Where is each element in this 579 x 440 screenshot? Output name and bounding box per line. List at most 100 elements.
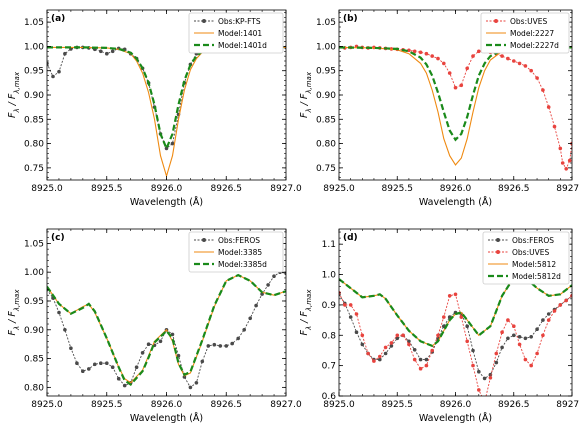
x-axis-label: Wavelength (Å) [419,196,492,208]
data-point [494,351,499,356]
data-point [517,61,522,66]
legend-entry: Obs:KP-FTS [218,17,261,26]
data-point [378,357,382,362]
data-point [200,359,205,364]
data-point [546,312,551,316]
data-point [75,361,79,366]
data-point [182,375,187,379]
data-point [541,88,545,92]
data-point [372,359,376,363]
data-point [418,357,423,362]
data-point [567,158,572,163]
legend: Obs:KP-FTS Model:1401 Model:1401d [188,12,284,54]
data-point [541,333,545,338]
legend-box [480,12,570,54]
legend-entry: Obs:UVES [512,248,549,257]
data-point [506,318,510,322]
series-line-3 [339,273,572,347]
x-tick-label: 8927.0 [270,184,302,194]
data-point [529,335,533,339]
x-tick-label: 8927.0 [556,184,579,194]
legend-box [188,12,284,54]
data-point [418,366,423,371]
data-point [471,54,475,58]
series-group [47,270,286,390]
data-point [158,339,163,344]
panel-label: (c) [51,233,65,243]
data-point [546,318,551,322]
series-line-1 [344,45,572,170]
data-point [63,51,67,56]
data-point [453,85,458,90]
data-point [206,344,211,348]
data-point [523,64,528,68]
x-tick-label: 8925.5 [91,400,123,410]
data-point [188,385,193,390]
data-point [383,345,388,350]
data-point [110,49,115,54]
data-point [523,336,528,341]
data-point [93,362,97,367]
y-tick-label: 0.75 [24,164,44,174]
panel-label: (b) [343,14,358,24]
series-group [339,273,572,404]
data-point [483,400,487,404]
legend-entry: Model:1401d [218,41,267,50]
y-tick-label: 0.75 [316,164,336,174]
y-tick-label: 0.8 [322,331,337,341]
y-tick-label: 1.05 [316,18,336,28]
data-point [254,303,258,308]
y-axis-label: Fλ / Fλ,max [7,71,21,118]
data-point [230,341,234,346]
data-point [453,292,458,297]
legend-box [482,231,570,285]
legend-box [188,231,284,273]
data-point [512,59,516,63]
y-tick-label: 0.90 [24,91,44,101]
series-line-2 [339,292,572,396]
x-tick-label: 8925.5 [91,184,123,194]
x-tick-label: 8926.0 [151,400,183,410]
data-point [442,61,446,66]
data-point [57,310,61,315]
data-point [552,124,557,129]
data-point [535,76,539,80]
data-point [116,376,121,381]
legend-entry: Obs:FEROS [218,236,260,245]
panel-1: 8925.0 8925.5 8926.0 8926.5 8927.0 0.75 0.80 0.… [7,9,302,208]
y-tick-label: 0.90 [24,326,44,336]
y-axis-label: Fλ / Fλ,max [299,71,313,118]
legend-entry: Obs:FEROS [512,236,554,245]
data-point [529,68,533,73]
data-point [389,341,394,345]
data-point [541,318,545,322]
data-point [134,365,139,370]
x-tick-label: 8925.5 [382,184,414,194]
data-point [170,141,175,146]
data-point [242,328,246,332]
x-axis-label: Wavelength (Å) [130,412,203,424]
series-line-2 [339,46,572,166]
x-tick-label: 8926.5 [211,400,243,410]
y-tick-label: 0.95 [316,67,336,77]
x-tick-label: 8927.0 [270,400,302,410]
legend: Obs:UVES Model:2227 Model:2227d [480,12,570,54]
legend-marker [202,19,206,23]
data-point [424,51,429,56]
data-point [465,339,470,344]
data-point [535,327,539,332]
legend-entry: Model:2227d [510,41,559,50]
x-tick-label: 8926.5 [211,184,243,194]
panel-label: (d) [343,233,358,243]
data-point [140,351,145,355]
y-tick-label: 0.80 [24,140,44,150]
data-point [99,361,103,366]
x-tick-label: 8925.0 [323,400,355,410]
data-point [430,348,435,353]
data-point [512,324,516,329]
data-point [360,333,365,338]
data-point [105,361,109,366]
y-tick-label: 1.00 [316,42,336,52]
x-tick-label: 8927.0 [556,400,579,410]
data-point [488,372,493,377]
